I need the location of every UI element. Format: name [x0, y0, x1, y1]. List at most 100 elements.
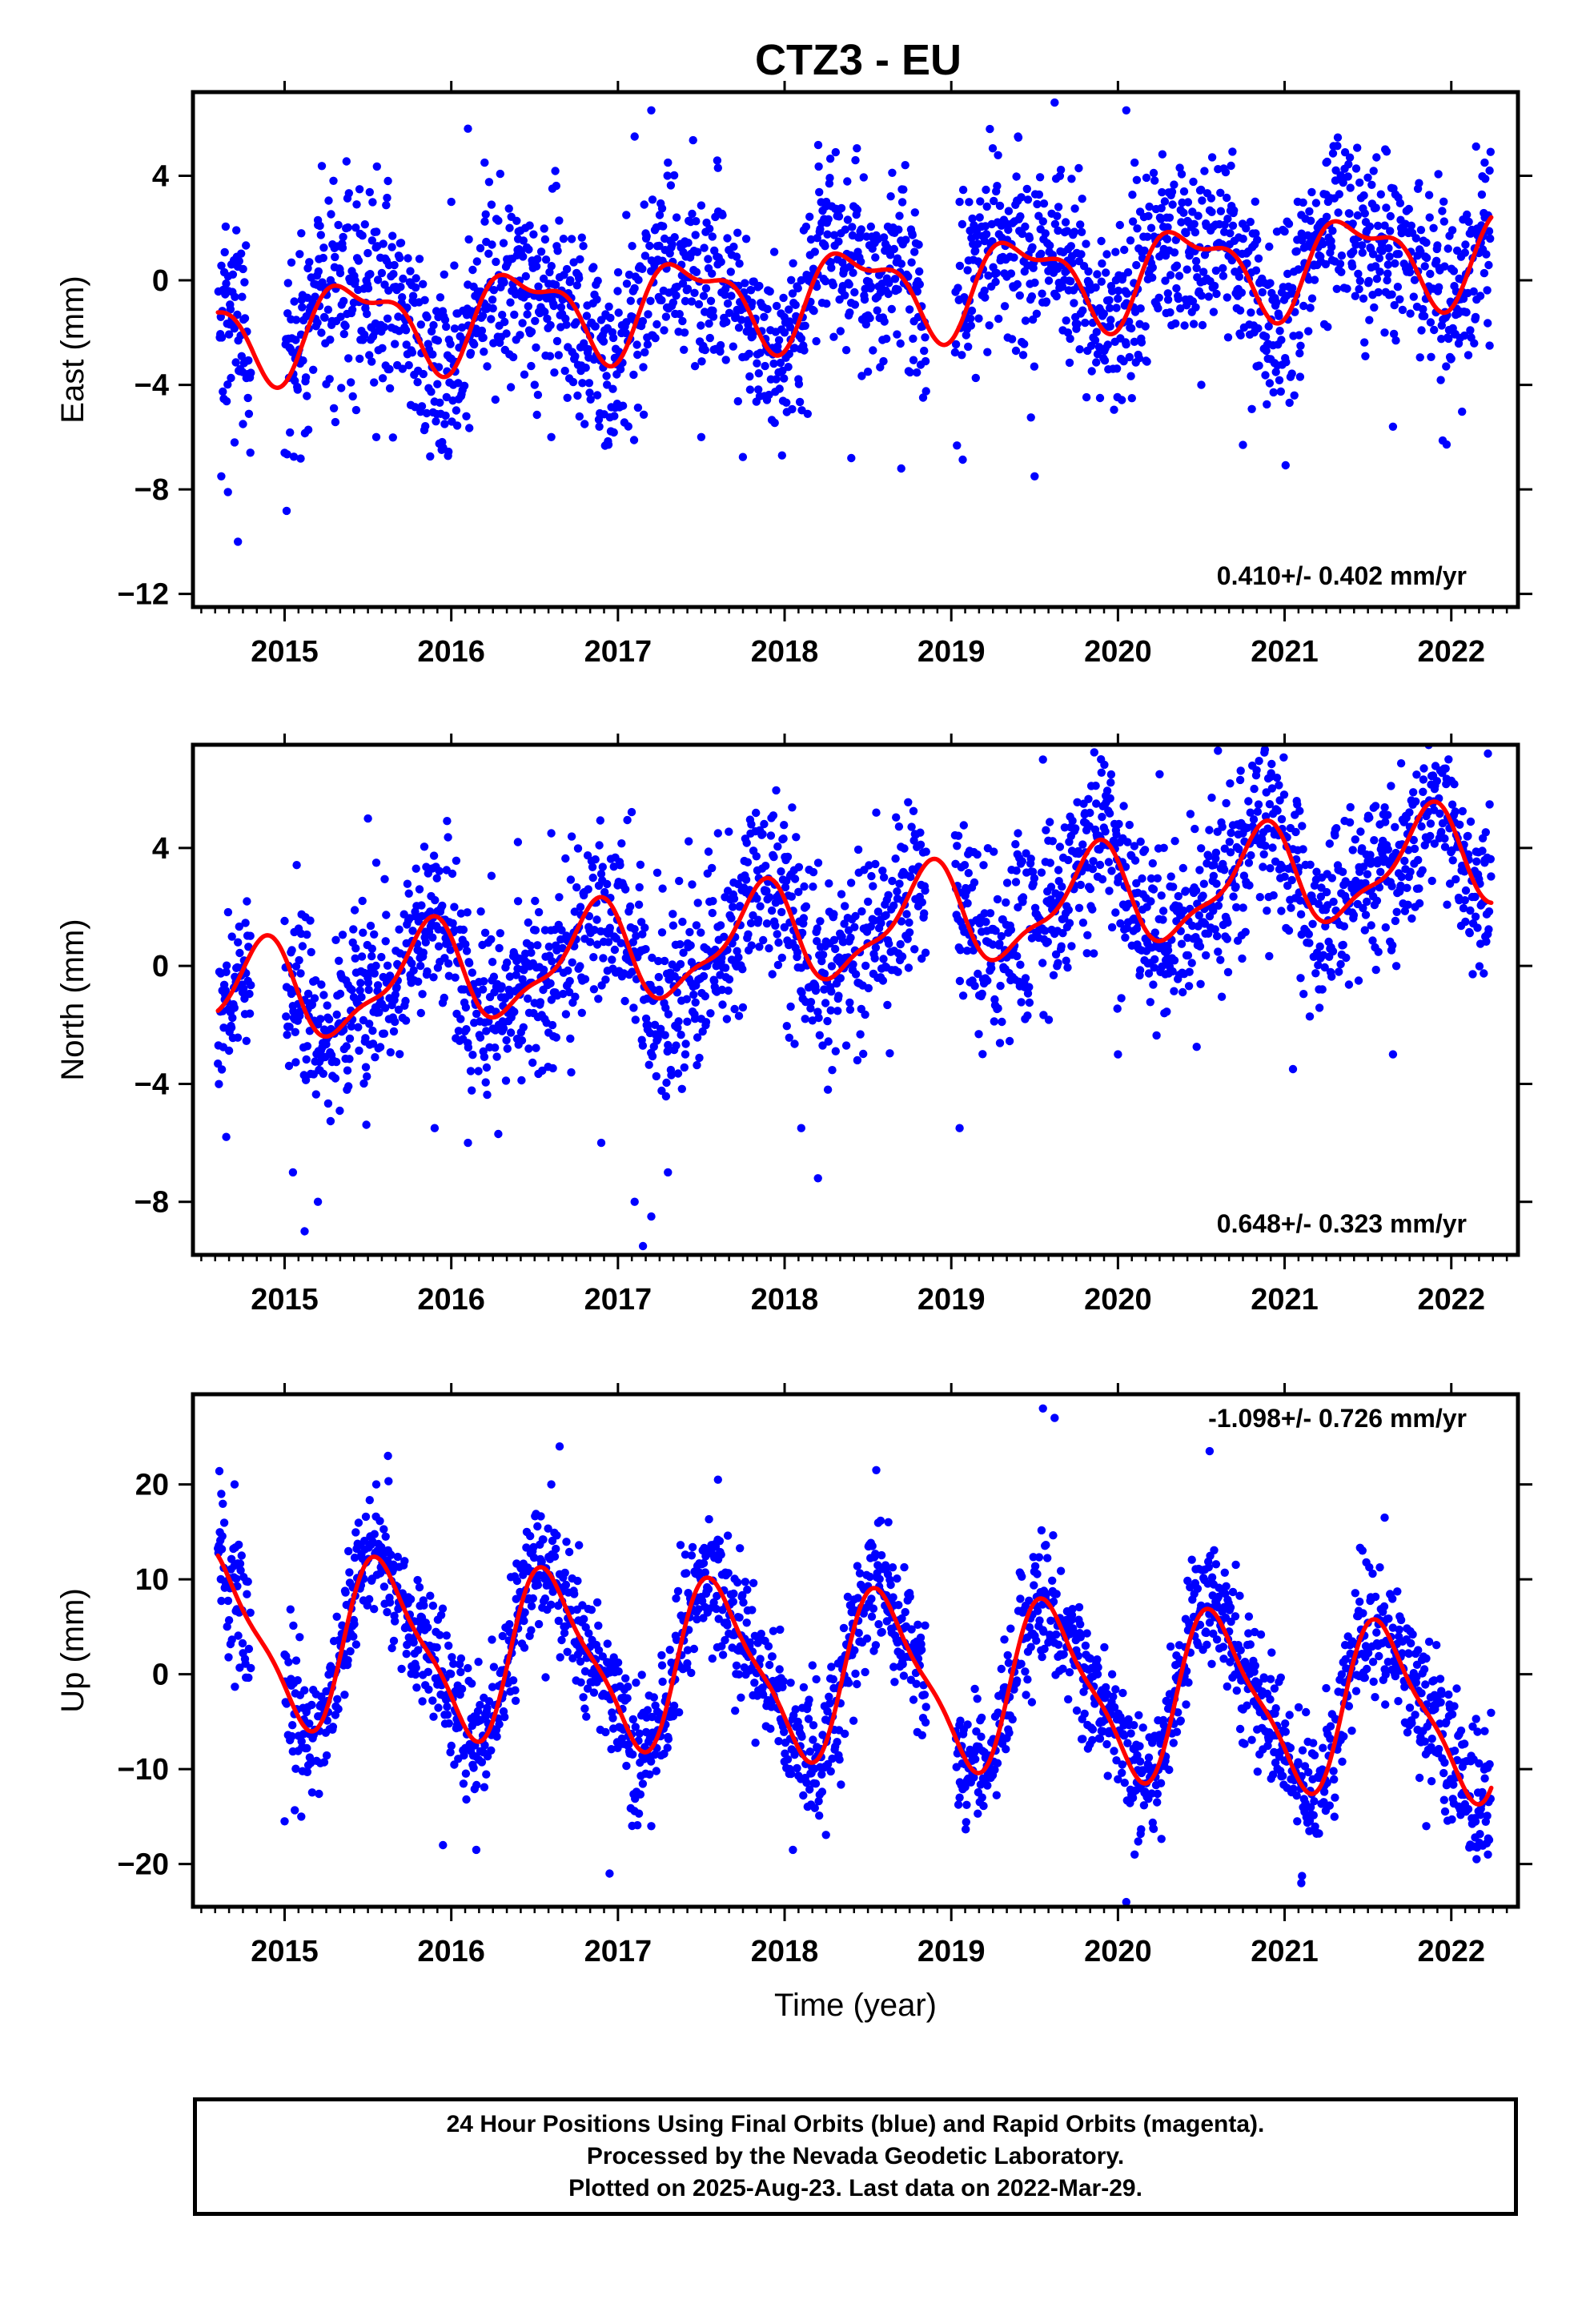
data-point	[741, 235, 751, 243]
data-point	[1314, 899, 1323, 909]
data-point	[667, 1071, 676, 1080]
data-point	[690, 1015, 700, 1023]
data-point	[681, 1039, 690, 1048]
data-point	[610, 945, 620, 955]
data-point	[444, 833, 452, 842]
data-point	[303, 1767, 312, 1776]
data-point	[363, 248, 372, 258]
data-point	[699, 292, 709, 300]
data-point	[591, 855, 600, 864]
data-point	[727, 914, 736, 923]
data-point	[1171, 319, 1180, 328]
data-point	[478, 985, 488, 994]
data-point	[831, 1047, 841, 1055]
data-point	[1365, 222, 1375, 231]
data-point	[640, 348, 649, 357]
data-point	[347, 1022, 356, 1031]
data-point	[365, 187, 374, 197]
data-point	[228, 1013, 237, 1023]
data-point	[241, 919, 250, 927]
data-point	[816, 917, 825, 926]
data-point	[1410, 275, 1419, 284]
data-point	[487, 200, 496, 209]
data-point	[655, 241, 664, 251]
data-point	[1154, 293, 1163, 302]
data-point	[754, 385, 763, 394]
data-point	[1437, 335, 1446, 344]
data-point	[290, 297, 299, 306]
x-tick-label: 2017	[584, 1283, 652, 1317]
data-point	[1254, 254, 1263, 263]
data-point	[1308, 919, 1317, 929]
data-point	[466, 348, 476, 357]
data-point	[1146, 874, 1156, 883]
data-point	[366, 921, 375, 931]
data-point	[1014, 829, 1022, 838]
data-point	[380, 875, 389, 884]
data-point	[916, 840, 926, 850]
data-point	[990, 1017, 999, 1026]
data-point	[679, 948, 688, 957]
data-point	[547, 995, 556, 1004]
data-point	[1255, 893, 1265, 902]
data-point	[859, 173, 869, 182]
data-point	[222, 396, 231, 406]
data-point	[697, 321, 705, 330]
data-point	[404, 889, 413, 899]
data-point	[1353, 143, 1362, 152]
data-point	[363, 283, 373, 293]
data-point	[1263, 400, 1271, 409]
data-point	[1298, 822, 1307, 830]
data-point	[803, 409, 812, 418]
y-axis-label: North (mm)	[55, 919, 90, 1080]
data-point	[629, 436, 639, 444]
data-point	[1180, 321, 1189, 330]
data-point	[889, 901, 898, 911]
data-point	[997, 931, 1006, 941]
data-point	[454, 1027, 464, 1035]
data-point	[647, 1212, 656, 1221]
data-point	[693, 247, 702, 256]
data-point	[217, 1545, 227, 1554]
data-point	[1166, 872, 1175, 881]
data-point	[1466, 326, 1475, 335]
data-point	[1292, 247, 1301, 255]
data-point	[1370, 836, 1379, 845]
data-point	[962, 947, 972, 955]
data-point	[1048, 837, 1058, 846]
data-point	[316, 1015, 325, 1023]
data-point	[664, 158, 673, 167]
data-point	[859, 1049, 868, 1059]
data-point	[794, 862, 804, 872]
data-point	[864, 897, 873, 907]
data-point	[1118, 396, 1126, 404]
data-point	[532, 1043, 540, 1052]
data-point	[1448, 856, 1457, 865]
data-point	[990, 847, 998, 856]
data-point	[1130, 842, 1139, 850]
data-point	[237, 249, 246, 258]
data-point	[526, 941, 535, 951]
data-point	[708, 269, 717, 278]
data-point	[1062, 316, 1070, 325]
data-point	[1415, 884, 1423, 893]
data-point	[596, 1138, 606, 1148]
x-tick-label: 2015	[251, 635, 319, 669]
data-point	[440, 993, 448, 1003]
data-point	[1163, 296, 1173, 304]
data-point	[1318, 985, 1327, 994]
data-point	[1078, 919, 1088, 927]
data-point	[982, 230, 991, 239]
data-point	[824, 215, 833, 223]
data-point	[1417, 326, 1426, 335]
data-point	[480, 348, 488, 356]
data-point	[584, 344, 592, 354]
data-point	[693, 1060, 701, 1070]
data-point	[519, 1023, 528, 1032]
data-point	[824, 1037, 833, 1046]
data-point	[1132, 879, 1141, 888]
data-point	[974, 314, 983, 323]
data-point	[396, 1050, 404, 1059]
data-point	[392, 983, 401, 992]
data-point	[880, 317, 889, 326]
